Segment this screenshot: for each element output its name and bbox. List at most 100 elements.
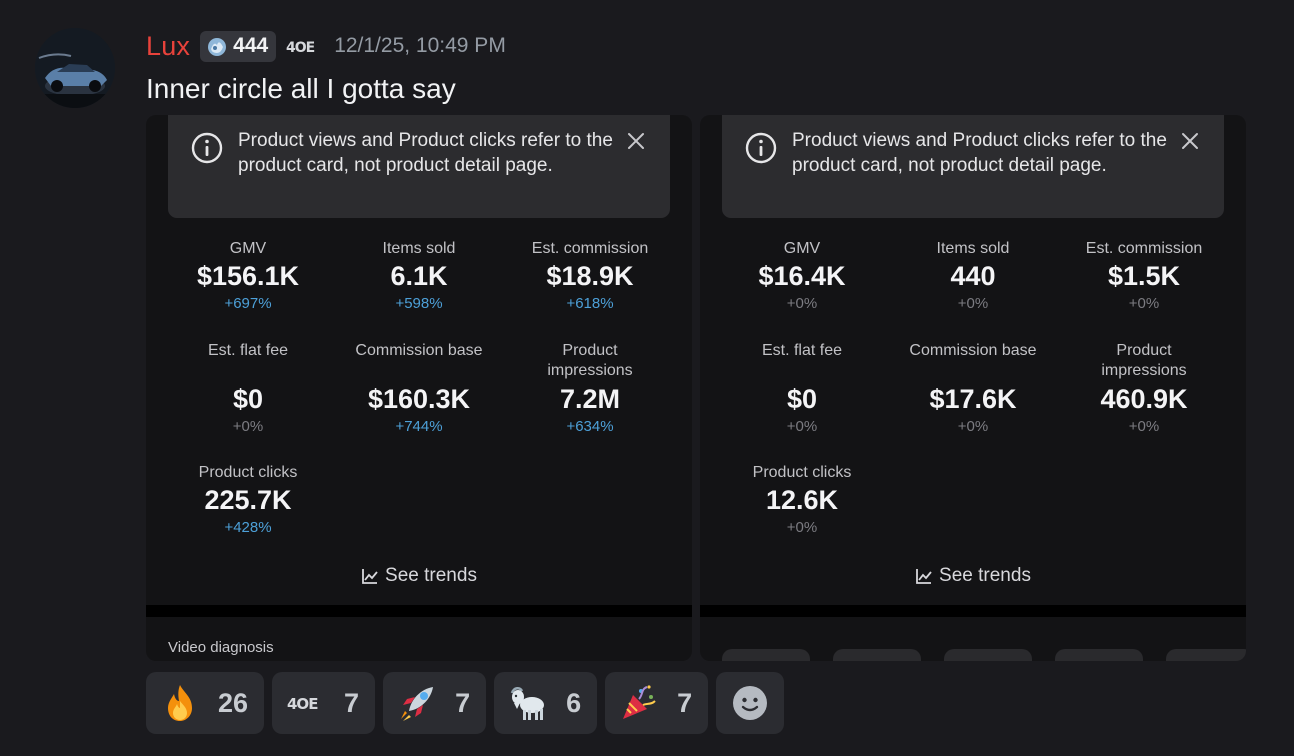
metric-gmv: GMV $156.1K +697% xyxy=(158,239,338,315)
metric-value: $16.4K xyxy=(758,261,846,291)
metric-product-clicks: Product clicks 225.7K +428% xyxy=(158,463,338,539)
info-icon xyxy=(191,132,223,164)
tab-pill xyxy=(833,649,921,661)
party-popper-emoji-icon xyxy=(619,683,659,723)
metric-label: GMV xyxy=(783,240,821,257)
metric-value: $160.3K xyxy=(367,384,471,414)
trend-chart-icon xyxy=(362,569,378,584)
tab-pill xyxy=(1166,649,1246,661)
metric-change: +0% xyxy=(786,418,818,435)
goat-emoji-icon xyxy=(508,683,548,723)
metric-value: 440 xyxy=(950,261,996,291)
metric-change: +428% xyxy=(224,519,272,536)
message-content: Inner circle all I gotta say xyxy=(146,73,456,104)
user-avatar[interactable] xyxy=(35,28,115,108)
metric-change: +0% xyxy=(786,519,818,536)
metric-value: $18.9K xyxy=(546,261,634,291)
guild-tag-badge[interactable]: 444 xyxy=(200,30,277,62)
metric-change: +634% xyxy=(566,418,614,435)
metric-label: Items sold xyxy=(382,240,456,257)
video-diagnosis-heading: Video diagnosis xyxy=(168,639,274,656)
add-reaction-smiley-icon xyxy=(733,686,768,720)
metric-label: Product impressions xyxy=(1101,342,1187,379)
info-notice: Product views and Product clicks refer t… xyxy=(722,115,1224,218)
see-trends-label: See trends xyxy=(939,565,1031,586)
section-divider xyxy=(146,605,692,617)
tab-pill xyxy=(944,649,1032,661)
role-emblem-icon[interactable]: 4ОЕ xyxy=(286,36,322,56)
metric-value: 6.1K xyxy=(390,261,448,291)
close-icon[interactable] xyxy=(1180,131,1200,151)
metric-est-flat-fee: Est. flat fee $0 +0% xyxy=(158,341,338,438)
tab-pill xyxy=(722,649,810,661)
fire-emoji-icon xyxy=(160,683,200,723)
metric-est-commission: Est. commission $18.9K +618% xyxy=(500,239,680,315)
reaction-fire[interactable]: 26 xyxy=(146,672,265,734)
metric-est-commission: Est. commission $1.5K +0% xyxy=(1054,239,1234,315)
notice-text: Product views and Product clicks refer t… xyxy=(238,130,613,176)
trend-chart-icon xyxy=(916,569,932,584)
guild-badge-icon xyxy=(208,38,227,56)
metric-value: 225.7K xyxy=(204,485,292,515)
add-reaction-button[interactable] xyxy=(716,672,785,734)
reaction-count: 7 xyxy=(344,687,360,718)
metric-product-clicks: Product clicks 12.6K +0% xyxy=(712,463,892,539)
metric-change: +744% xyxy=(395,418,443,435)
metric-gmv: GMV $16.4K +0% xyxy=(712,239,892,315)
see-trends-link[interactable]: See trends xyxy=(146,565,692,587)
metric-label: Est. commission xyxy=(531,240,649,257)
metric-items-sold: Items sold 440 +0% xyxy=(883,239,1063,315)
see-trends-link[interactable]: See trends xyxy=(700,565,1246,587)
metric-value: 460.9K xyxy=(1100,384,1188,414)
metric-change: +0% xyxy=(957,418,989,435)
notice-text: Product views and Product clicks refer t… xyxy=(792,130,1167,176)
metric-change: +697% xyxy=(224,295,272,312)
metric-change: +0% xyxy=(1128,295,1160,312)
reaction-count: 26 xyxy=(218,687,249,718)
close-icon[interactable] xyxy=(626,131,646,151)
metric-product-impressions: Product impressions 460.9K +0% xyxy=(1054,341,1234,438)
reaction-goat[interactable]: 6 xyxy=(494,672,598,734)
screenshot-attachment-right[interactable]: Product views and Product clicks refer t… xyxy=(700,115,1246,661)
tab-pill xyxy=(1055,649,1143,661)
metric-label: GMV xyxy=(229,240,267,257)
custom-emote-icon: 4ОЕ xyxy=(286,683,326,723)
metric-label: Items sold xyxy=(936,240,1010,257)
metric-value: $1.5K xyxy=(1107,261,1181,291)
metric-label: Commission base xyxy=(909,342,1037,359)
reaction-count: 7 xyxy=(455,687,471,718)
metric-value: 7.2M xyxy=(559,384,621,414)
screenshot-attachment-left[interactable]: Product views and Product clicks refer t… xyxy=(146,115,692,661)
reaction-count: 6 xyxy=(566,687,582,718)
reaction-count: 7 xyxy=(677,687,693,718)
svg-text:4ОЕ: 4ОЕ xyxy=(286,40,315,56)
metric-commission-base: Commission base $17.6K +0% xyxy=(883,341,1063,438)
metric-label: Est. flat fee xyxy=(207,342,289,359)
rocket-emoji-icon xyxy=(397,683,437,723)
reaction-party-popper[interactable]: 7 xyxy=(605,672,709,734)
metric-change: +0% xyxy=(232,418,264,435)
metric-change: +0% xyxy=(786,295,818,312)
metric-change: +0% xyxy=(1128,418,1160,435)
reaction-custom-emote[interactable]: 4ОЕ 7 xyxy=(272,672,376,734)
reactions-bar: 26 4ОЕ 7 7 xyxy=(146,672,785,734)
metric-value: 12.6K xyxy=(765,485,839,515)
metric-product-impressions: Product impressions 7.2M +634% xyxy=(500,341,680,438)
metric-label: Est. commission xyxy=(1085,240,1203,257)
message-timestamp[interactable]: 12/1/25, 10:49 PM xyxy=(334,34,506,57)
message-header: Lux 444 4ОЕ 12/1/25, 10:49 PM xyxy=(146,28,506,64)
metric-commission-base: Commission base $160.3K +744% xyxy=(329,341,509,438)
metric-value: $17.6K xyxy=(929,384,1017,414)
metric-label: Product impressions xyxy=(547,342,633,379)
reaction-rocket[interactable]: 7 xyxy=(383,672,487,734)
metric-label: Product clicks xyxy=(752,464,852,481)
metric-items-sold: Items sold 6.1K +598% xyxy=(329,239,509,315)
username[interactable]: Lux xyxy=(146,30,191,61)
section-divider xyxy=(700,605,1246,617)
metric-label: Est. flat fee xyxy=(761,342,843,359)
metric-est-flat-fee: Est. flat fee $0 +0% xyxy=(712,341,892,438)
metric-value: $0 xyxy=(232,384,264,414)
metric-change: +618% xyxy=(566,295,614,312)
metric-label: Commission base xyxy=(355,342,483,359)
metric-value: $156.1K xyxy=(196,261,300,291)
